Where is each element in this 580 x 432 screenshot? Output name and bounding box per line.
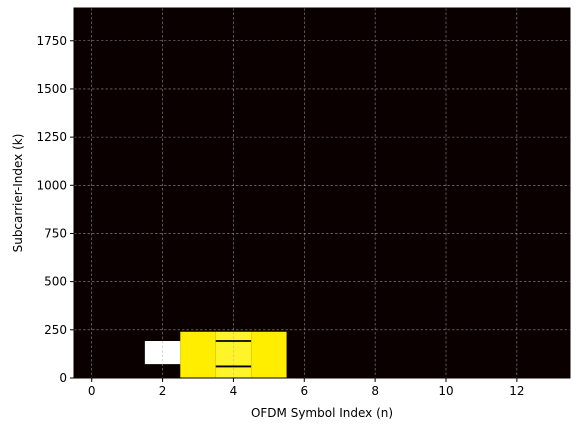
x-tick-label: 4 (230, 384, 238, 398)
x-tick-label: 6 (300, 384, 308, 398)
y-tick-label: 1500 (36, 82, 67, 96)
y-tick-label: 1000 (36, 178, 67, 192)
y-tick-label: 0 (59, 371, 67, 385)
heatmap-cell-0 (144, 341, 181, 365)
y-tick-label: 1750 (36, 34, 67, 48)
plot-area (74, 8, 570, 378)
plot-background (74, 8, 570, 378)
x-tick-label: 0 (88, 384, 96, 398)
y-tick-label: 750 (44, 226, 67, 240)
marker-lines (215, 340, 252, 368)
y-axis-label: Subcarrier-Index (k) (11, 134, 25, 253)
y-tick-label: 500 (44, 275, 67, 289)
y-tick-label: 250 (44, 323, 67, 337)
y-axis-ticks: 0 250 500 750 1000 1250 1500 1750 (36, 34, 74, 385)
x-axis-ticks: 0 2 4 6 8 10 12 (88, 378, 524, 398)
axes-border (73, 7, 571, 379)
y-tick-label: 1250 (36, 130, 67, 144)
heatmap-cell-1 (180, 331, 216, 378)
x-tick-label: 12 (509, 384, 524, 398)
x-tick-label: 10 (438, 384, 453, 398)
x-axis-label: OFDM Symbol Index (n) (251, 406, 393, 420)
x-tick-label: 8 (371, 384, 379, 398)
x-tick-label: 2 (159, 384, 167, 398)
heatmap-cell-3 (251, 331, 287, 378)
axes-frame (73, 7, 571, 379)
grid-lines (74, 8, 570, 379)
